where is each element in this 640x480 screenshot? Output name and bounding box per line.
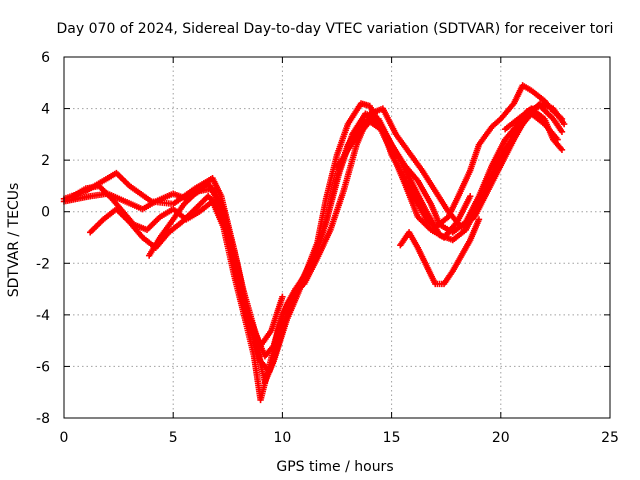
data-point xyxy=(467,193,474,200)
series-track-7 xyxy=(333,118,474,241)
data-point xyxy=(558,146,566,154)
y-tick-label: -8 xyxy=(36,411,50,427)
series-track-8 xyxy=(501,105,566,154)
series-track-6 xyxy=(397,216,483,288)
data-point xyxy=(475,216,483,223)
y-tick-label: 4 xyxy=(41,102,50,118)
x-tick-label: 5 xyxy=(169,430,178,446)
x-axis-label: GPS time / hours xyxy=(276,459,393,475)
x-tick-label: 25 xyxy=(601,430,619,446)
data-marks xyxy=(60,82,568,404)
y-axis-label: SDTVAR / TECUs xyxy=(6,183,22,298)
y-tick-label: -6 xyxy=(36,359,50,375)
y-tick-label: 6 xyxy=(41,50,50,66)
y-tick-label: 2 xyxy=(41,153,50,169)
series-track-5 xyxy=(145,180,286,349)
y-tick-label: 0 xyxy=(41,205,50,221)
y-tick-label: -4 xyxy=(36,308,50,324)
x-tick-label: 15 xyxy=(383,430,401,446)
data-point xyxy=(279,293,286,301)
x-tick-label: 10 xyxy=(273,430,291,446)
data-point xyxy=(558,128,566,135)
y-tick-label: -2 xyxy=(36,256,50,272)
ticks: 0 5 10 15 20 25 -8 -6 -4 -2 0 2 4 6 xyxy=(36,50,619,446)
x-tick-label: 20 xyxy=(492,430,510,446)
series-track-1 xyxy=(60,82,566,360)
data-point xyxy=(560,120,568,128)
grid xyxy=(64,57,610,418)
series-track-3 xyxy=(69,100,568,404)
plot-frame xyxy=(63,56,611,419)
chart-title: Day 070 of 2024, Sidereal Day-to-day VTE… xyxy=(57,21,614,37)
x-tick-label: 0 xyxy=(60,430,69,446)
series-track-2 xyxy=(60,102,566,386)
